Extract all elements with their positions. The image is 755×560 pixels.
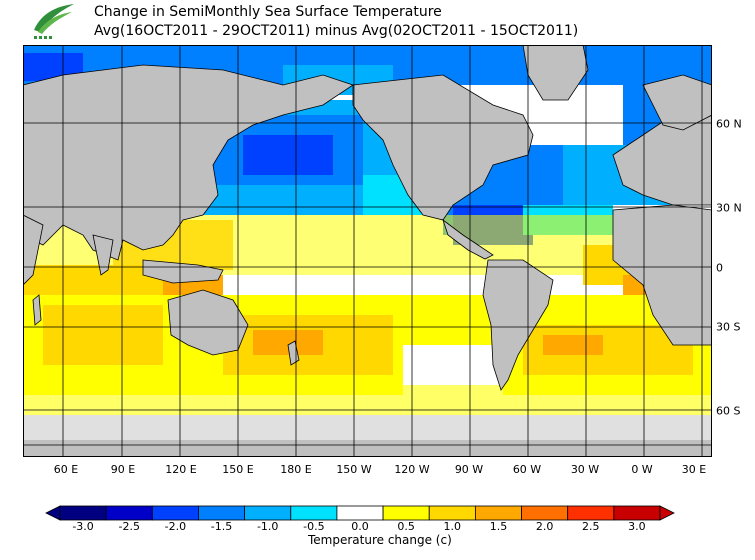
color-scale-cell bbox=[151, 505, 199, 521]
color-scale-cells bbox=[45, 505, 675, 521]
land-masses bbox=[23, 45, 712, 457]
lon-label-60e: 60 E bbox=[53, 463, 79, 476]
land-antarctica bbox=[23, 444, 712, 457]
land-europe bbox=[612, 114, 712, 206]
color-scale-cell bbox=[244, 505, 292, 521]
color-scale-cell bbox=[521, 505, 569, 521]
land-india bbox=[92, 234, 114, 276]
lat-label-60s: 60 S bbox=[716, 404, 741, 418]
lon-label-180e: 180 E bbox=[280, 463, 312, 476]
land-central-america bbox=[442, 218, 494, 260]
title-line-1: Change in SemiMonthly Sea Surface Temper… bbox=[94, 4, 442, 20]
color-scale-cell bbox=[336, 505, 384, 521]
color-scale-cell bbox=[567, 505, 615, 521]
color-scale-cell bbox=[59, 505, 107, 521]
color-scale-cell bbox=[428, 505, 476, 521]
lat-label-0: 0 bbox=[716, 261, 723, 275]
color-scale-label: -2.5 bbox=[118, 520, 140, 533]
lon-label-30e: 30 E bbox=[681, 463, 707, 476]
color-scale-label: 3.0 bbox=[628, 520, 646, 533]
color-scale-arrow-low bbox=[45, 505, 61, 521]
color-scale-label: 0.0 bbox=[351, 520, 369, 533]
lon-label-90e: 90 E bbox=[110, 463, 136, 476]
color-scale-label: 2.5 bbox=[582, 520, 600, 533]
lon-label-30w: 30 W bbox=[570, 463, 600, 476]
lat-label-60n: 60 N bbox=[716, 117, 742, 131]
lon-label-150w: 150 W bbox=[336, 463, 372, 476]
lon-label-150e: 150 E bbox=[222, 463, 254, 476]
agency-logo bbox=[34, 4, 74, 39]
color-scale-cell bbox=[105, 505, 153, 521]
lon-label-90w: 90 W bbox=[454, 463, 484, 476]
land-asia bbox=[23, 64, 354, 261]
chart-title: Change in SemiMonthly Sea Surface Temper… bbox=[94, 3, 578, 41]
lat-label-30n: 30 N bbox=[716, 201, 742, 215]
lon-label-0w: 0 W bbox=[631, 463, 653, 476]
color-scale-cell bbox=[613, 505, 661, 521]
color-scale-label: -1.0 bbox=[256, 520, 279, 533]
color-scale-cell bbox=[382, 505, 430, 521]
color-scale-label: 1.5 bbox=[489, 520, 508, 533]
sst-anomaly-map bbox=[23, 45, 712, 457]
color-scale-cell bbox=[198, 505, 246, 521]
title-line-2: Avg(16OCT2011 - 29OCT2011) minus Avg(02O… bbox=[94, 23, 579, 39]
color-scale-label: 2.0 bbox=[535, 520, 554, 533]
land-africa-west bbox=[23, 214, 44, 286]
lat-label-30s: 30 S bbox=[716, 320, 741, 334]
color-scale-label: -0.5 bbox=[303, 520, 325, 533]
lon-label-120w: 120 W bbox=[394, 463, 430, 476]
land-north-america bbox=[352, 74, 534, 221]
lon-label-120e: 120 E bbox=[165, 463, 197, 476]
color-scale-label: 0.5 bbox=[397, 520, 415, 533]
land-south-america bbox=[482, 259, 554, 391]
color-scale-label: 1.0 bbox=[443, 520, 462, 533]
color-scale-arrow-high bbox=[659, 505, 675, 521]
land-madagascar bbox=[32, 294, 42, 326]
color-scale-cell bbox=[290, 505, 338, 521]
lon-label-60w: 60 W bbox=[512, 463, 542, 476]
color-scale-label: -3.0 bbox=[72, 520, 94, 533]
land-indonesia bbox=[142, 259, 224, 284]
color-scale-cell bbox=[474, 505, 522, 521]
land-scandinavia bbox=[642, 74, 712, 131]
color-scale-label: -1.5 bbox=[210, 520, 233, 533]
graticule bbox=[23, 45, 712, 457]
color-scale-bar bbox=[45, 505, 675, 521]
color-scale-units: Temperature change (c) bbox=[308, 533, 452, 547]
color-scale-label: -2.0 bbox=[164, 520, 187, 533]
